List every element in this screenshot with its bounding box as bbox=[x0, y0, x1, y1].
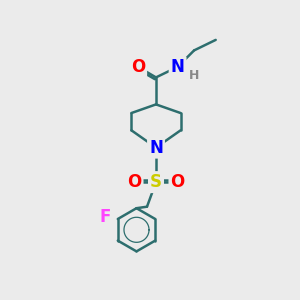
Text: S: S bbox=[150, 173, 162, 191]
Text: N: N bbox=[149, 139, 163, 157]
Text: O: O bbox=[127, 173, 142, 191]
Text: O: O bbox=[170, 173, 185, 191]
Text: F: F bbox=[100, 208, 111, 226]
Text: H: H bbox=[189, 69, 199, 82]
Text: O: O bbox=[131, 58, 145, 76]
Text: N: N bbox=[171, 58, 184, 76]
